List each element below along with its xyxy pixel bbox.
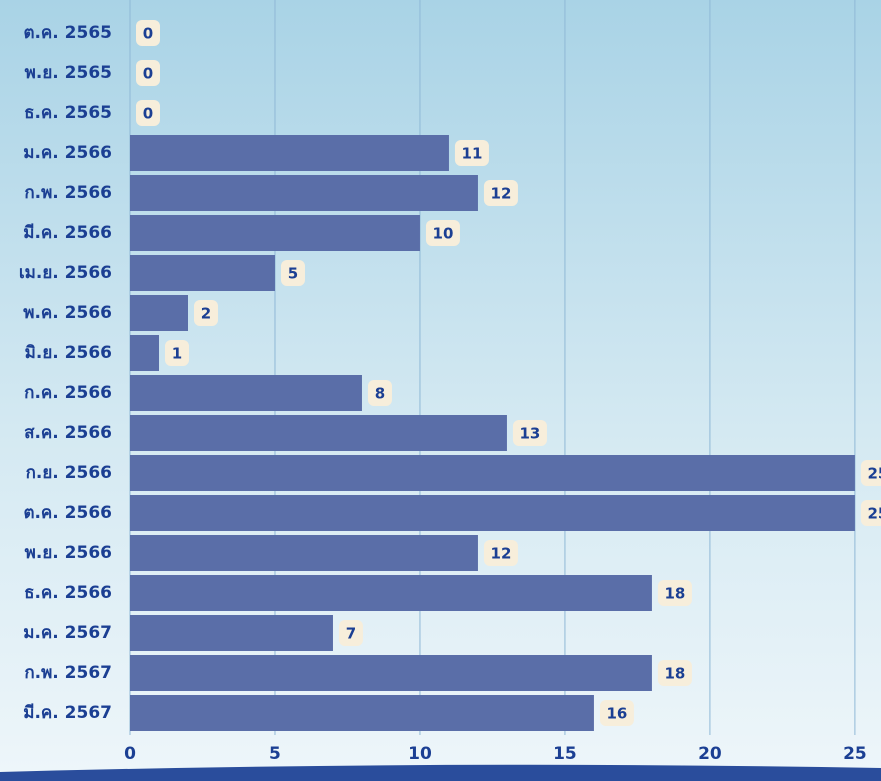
data-label: 0 [143, 105, 153, 123]
data-label-bg [599, 700, 634, 726]
data-label-bg [454, 140, 489, 166]
data-label-bg [136, 60, 160, 86]
y-tick-label: พ.ค. 2566 [23, 303, 112, 323]
data-label-bg [483, 180, 518, 206]
data-label: 10 [433, 225, 454, 243]
x-tick-label: 10 [408, 744, 432, 764]
x-tick-label: 25 [843, 744, 867, 764]
y-tick-label: มี.ค. 2567 [23, 702, 112, 723]
bar [130, 335, 159, 371]
x-tick-label: 5 [269, 744, 281, 764]
data-label: 11 [462, 145, 483, 163]
data-label-bg [280, 260, 305, 286]
bar [130, 575, 652, 611]
bar [130, 135, 449, 171]
data-label: 2 [201, 305, 211, 323]
y-tick-label: ม.ค. 2566 [23, 143, 112, 163]
bottom-band [0, 764, 881, 781]
x-tick-label: 0 [124, 744, 136, 764]
data-label-bg [657, 580, 692, 606]
data-label: 18 [664, 665, 685, 683]
y-tick-label: ธ.ค. 2565 [24, 103, 112, 123]
data-label-bg [512, 420, 547, 446]
data-label-bg [164, 340, 189, 366]
bar [130, 455, 855, 491]
bar [130, 695, 594, 731]
y-tick-label: ก.พ. 2566 [24, 183, 112, 203]
data-label: 25 [867, 505, 881, 523]
data-label-bg [483, 540, 518, 566]
y-tick-label: ก.ย. 2566 [26, 463, 112, 483]
data-label-bg [136, 100, 160, 126]
bar [130, 255, 275, 291]
data-label-bg [193, 300, 218, 326]
y-tick-label: ม.ค. 2567 [23, 623, 112, 643]
x-tick-label: 20 [698, 744, 722, 764]
y-tick-label: ต.ค. 2566 [23, 503, 112, 523]
data-label-bg [425, 220, 460, 246]
bar [130, 215, 420, 251]
data-label-bg [367, 380, 392, 406]
bar [130, 535, 478, 571]
data-label-bg [860, 500, 881, 526]
data-label-bg [860, 460, 881, 486]
data-label: 12 [491, 545, 512, 563]
y-tick-label: ส.ค. 2566 [24, 423, 112, 443]
bar [130, 655, 652, 691]
data-label: 18 [664, 585, 685, 603]
y-tick-label: ต.ค. 2565 [23, 23, 112, 43]
data-label: 0 [143, 65, 153, 83]
y-tick-label: ก.พ. 2567 [24, 663, 112, 683]
y-tick-label: มี.ค. 2566 [23, 222, 112, 243]
y-tick-label: พ.ย. 2565 [25, 63, 112, 83]
data-label: 1 [172, 345, 182, 363]
data-label: 13 [520, 425, 541, 443]
data-label: 16 [607, 705, 628, 723]
data-label-bg [338, 620, 363, 646]
y-tick-label: ธ.ค. 2566 [24, 583, 112, 603]
bar [130, 295, 188, 331]
data-label: 12 [491, 185, 512, 203]
bar [130, 415, 507, 451]
y-tick-label: ก.ค. 2566 [24, 383, 112, 403]
y-tick-label: มิ.ย. 2566 [25, 343, 112, 363]
x-tick-label: 15 [553, 744, 577, 764]
data-label: 0 [143, 25, 153, 43]
bar [130, 375, 362, 411]
bar [130, 495, 855, 531]
data-label: 7 [346, 625, 356, 643]
bar [130, 615, 333, 651]
bar [130, 175, 478, 211]
data-label-bg [136, 20, 160, 46]
data-label: 25 [867, 465, 881, 483]
y-tick-label: เม.ย. 2566 [19, 263, 112, 283]
y-tick-label: พ.ย. 2566 [25, 543, 112, 563]
data-label-bg [657, 660, 692, 686]
data-label: 8 [375, 385, 385, 403]
data-label: 5 [288, 265, 298, 283]
